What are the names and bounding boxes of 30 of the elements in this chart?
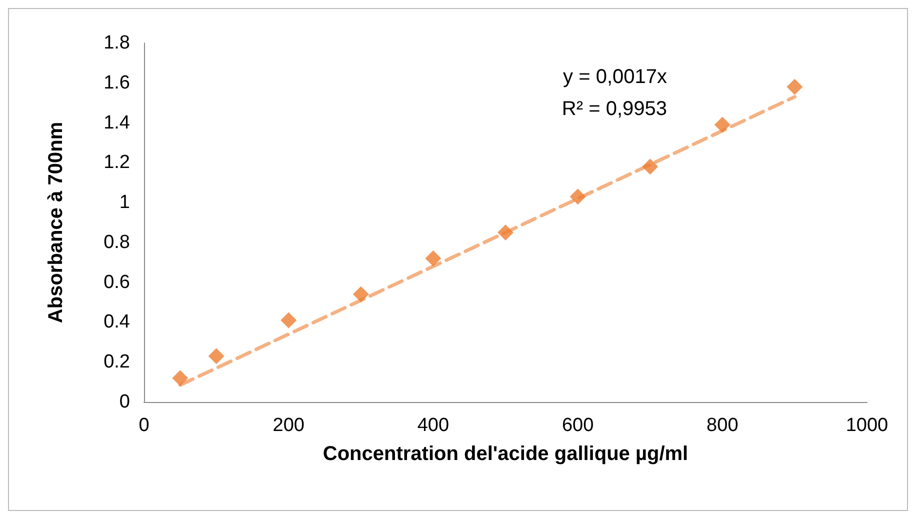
x-tick-label: 200 (272, 415, 304, 436)
annotation: y = 0,0017x (563, 66, 668, 88)
x-tick-label: 1000 (846, 415, 888, 436)
point (172, 370, 188, 386)
point (498, 224, 514, 240)
y-tick-label: 1 (119, 192, 130, 214)
y-tick-label: 1.8 (104, 32, 130, 54)
y-axis-title: Absorbance à 700nm (45, 122, 67, 324)
x-tick-label: 800 (706, 415, 738, 436)
point (280, 312, 297, 328)
y-tick-label: 0.6 (104, 272, 130, 293)
y-tick-label: 1.2 (104, 152, 130, 174)
point (786, 78, 803, 95)
y-tick-label: 1.6 (104, 72, 130, 94)
point (642, 158, 658, 175)
point (352, 286, 369, 302)
y-tick-label: 0.8 (104, 232, 130, 253)
y-tick-label: 1.4 (104, 112, 130, 134)
y-tick-label: 0.2 (104, 352, 130, 373)
y-tick-label: 0.4 (104, 312, 130, 333)
x-tick-label: 600 (562, 415, 594, 436)
y-tick-label: 0 (119, 392, 130, 412)
x-axis-title: Concentration del'acide gallique µg/ml (322, 443, 688, 465)
x-tick-label: 400 (417, 415, 450, 436)
annotation: R² = 0,9953 (562, 98, 668, 120)
point (425, 250, 442, 266)
x-tick-label: 0 (138, 415, 150, 436)
point (570, 188, 586, 205)
point (208, 348, 224, 364)
point (714, 116, 730, 133)
